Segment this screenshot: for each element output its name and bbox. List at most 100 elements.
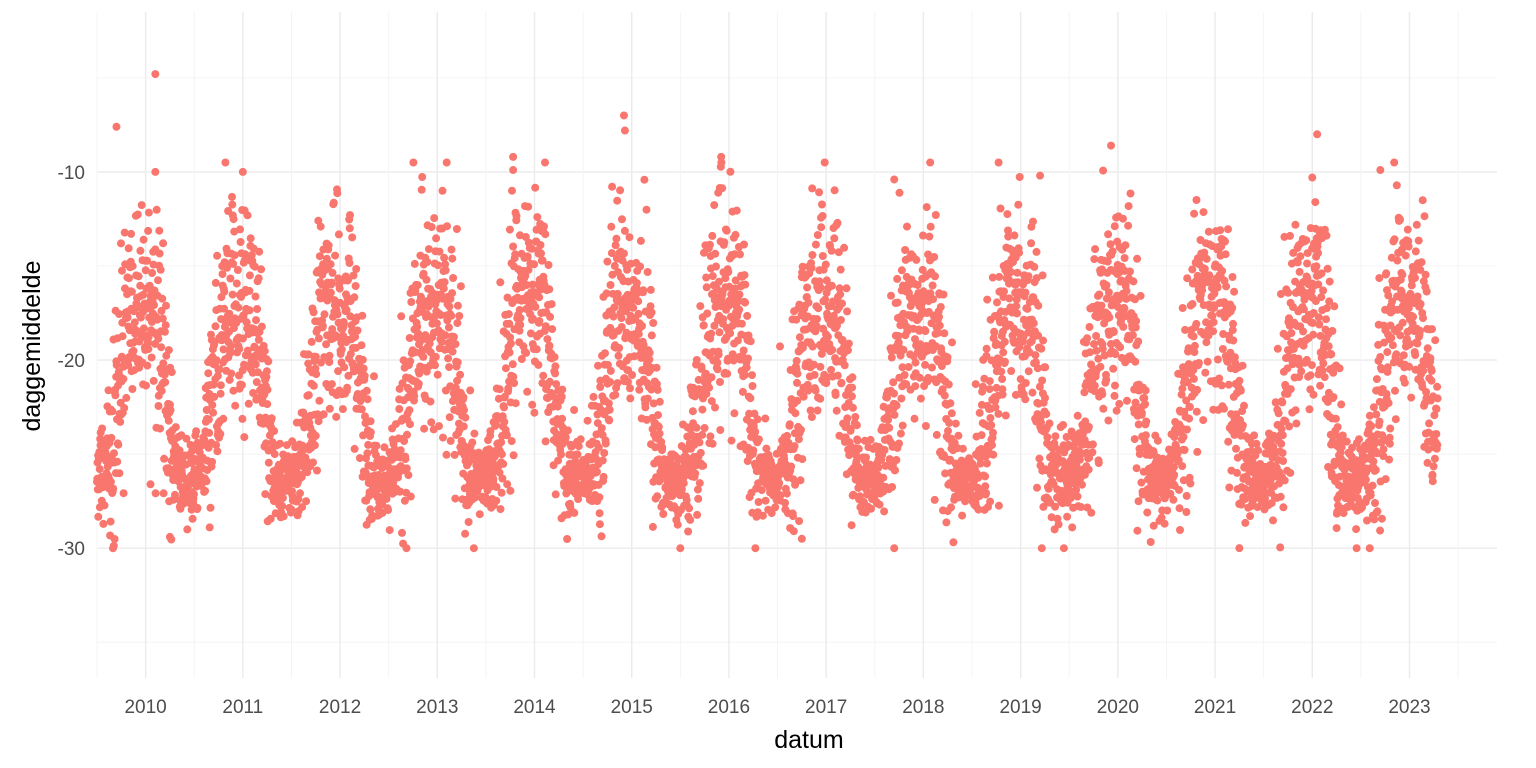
data-point	[448, 289, 457, 298]
data-point	[552, 430, 561, 439]
data-point	[350, 293, 359, 302]
data-point	[636, 262, 645, 271]
data-point	[506, 333, 515, 342]
data-point	[1369, 457, 1378, 466]
data-point	[119, 489, 128, 498]
data-point	[1375, 417, 1384, 426]
data-point	[1085, 323, 1094, 331]
data-point	[807, 413, 816, 421]
data-point	[567, 442, 576, 451]
data-point	[315, 396, 324, 405]
data-point	[1286, 468, 1295, 477]
data-point	[902, 380, 911, 389]
data-point	[427, 223, 436, 231]
data-point	[1238, 361, 1247, 370]
data-point	[1303, 259, 1312, 268]
data-point	[708, 231, 717, 240]
data-point	[702, 389, 711, 398]
data-point	[810, 360, 818, 369]
data-point	[370, 372, 378, 381]
data-point	[371, 451, 380, 460]
data-point	[357, 341, 366, 350]
data-point	[785, 420, 794, 429]
data-point	[821, 295, 830, 304]
data-point	[432, 234, 441, 243]
data-point	[1284, 288, 1293, 297]
data-point	[344, 371, 353, 380]
data-point	[1031, 351, 1040, 360]
data-point	[395, 405, 404, 413]
data-point	[1182, 491, 1191, 500]
data-point	[260, 347, 269, 356]
data-point	[1021, 395, 1030, 404]
data-point	[516, 314, 525, 322]
data-point	[327, 278, 336, 287]
data-point	[1015, 173, 1024, 181]
data-point	[1059, 544, 1068, 553]
data-point	[740, 271, 749, 280]
data-point	[144, 345, 153, 354]
data-point	[497, 488, 506, 497]
data-point	[1370, 515, 1379, 524]
data-point	[930, 253, 939, 261]
data-point	[229, 215, 238, 224]
data-point	[603, 257, 612, 266]
data-point	[1225, 483, 1234, 492]
data-point	[475, 510, 484, 519]
data-point	[149, 376, 158, 385]
data-point	[593, 467, 601, 476]
data-point	[252, 316, 260, 325]
data-point	[1029, 217, 1037, 226]
data-point	[944, 427, 952, 435]
data-point	[547, 300, 556, 309]
data-point	[1228, 273, 1237, 281]
data-point	[836, 290, 845, 299]
data-point	[896, 429, 905, 438]
data-point	[1153, 496, 1162, 505]
data-point	[1132, 317, 1141, 325]
data-point	[828, 346, 837, 354]
data-point	[1390, 158, 1399, 167]
data-point	[654, 423, 663, 431]
data-point	[345, 224, 354, 233]
data-point	[161, 321, 170, 330]
data-point	[748, 371, 756, 380]
data-point	[776, 491, 785, 500]
data-point	[1235, 376, 1244, 385]
data-point	[150, 301, 158, 310]
data-point	[464, 518, 473, 526]
data-point	[532, 345, 541, 354]
data-point	[447, 311, 456, 320]
data-point	[911, 335, 919, 344]
data-point	[523, 387, 532, 396]
data-point	[505, 319, 514, 328]
data-point	[1323, 264, 1332, 273]
data-point	[332, 412, 341, 421]
data-point	[743, 311, 752, 320]
data-point	[426, 397, 435, 406]
data-point	[1183, 425, 1191, 434]
data-point	[1388, 341, 1397, 350]
data-point	[1099, 166, 1108, 175]
data-point	[134, 272, 143, 281]
data-point	[340, 363, 349, 372]
data-point	[1302, 236, 1311, 245]
data-point	[1021, 379, 1030, 387]
data-point	[1027, 239, 1036, 248]
data-point	[840, 243, 849, 252]
data-point	[1322, 231, 1331, 240]
data-point	[921, 360, 930, 369]
data-point	[935, 312, 943, 321]
data-point	[1010, 231, 1019, 240]
data-point	[113, 457, 122, 466]
data-point	[705, 383, 714, 392]
data-point	[1220, 404, 1228, 413]
data-point	[183, 525, 192, 534]
data-point	[324, 241, 333, 250]
data-point	[466, 386, 475, 395]
data-point	[128, 385, 137, 393]
data-point	[1296, 252, 1305, 261]
data-point	[1216, 226, 1225, 235]
data-point	[589, 392, 598, 401]
data-point	[1095, 290, 1104, 299]
